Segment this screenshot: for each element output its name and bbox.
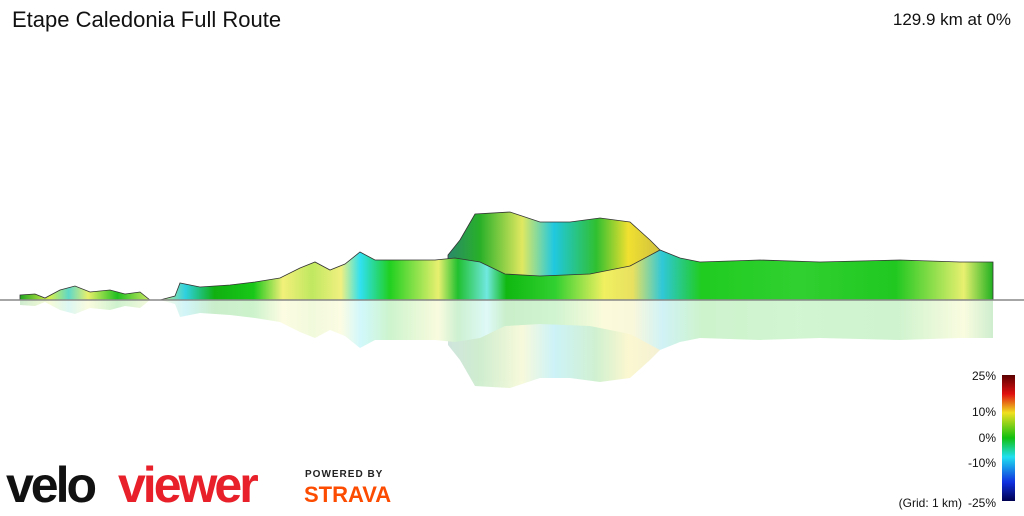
scale-label: 0% — [979, 431, 997, 445]
gradient-scale — [1002, 375, 1015, 501]
strava-logo: STRAVA — [304, 482, 391, 507]
scale-label: 25% — [972, 369, 996, 383]
profile-reflection — [20, 300, 993, 388]
title: Etape Caledonia Full Route — [12, 7, 281, 32]
logo-velo: velo — [6, 457, 96, 512]
grid-note: (Grid: 1 km) — [899, 496, 962, 510]
profile — [19, 249, 994, 301]
logo-viewer: viewer — [118, 457, 258, 512]
scale-label: -10% — [968, 456, 996, 470]
scale-label: -25% — [968, 496, 996, 510]
powered-by: POWERED BY — [305, 469, 383, 480]
summary: 129.9 km at 0% — [893, 10, 1011, 29]
scale-label: 10% — [972, 405, 996, 419]
